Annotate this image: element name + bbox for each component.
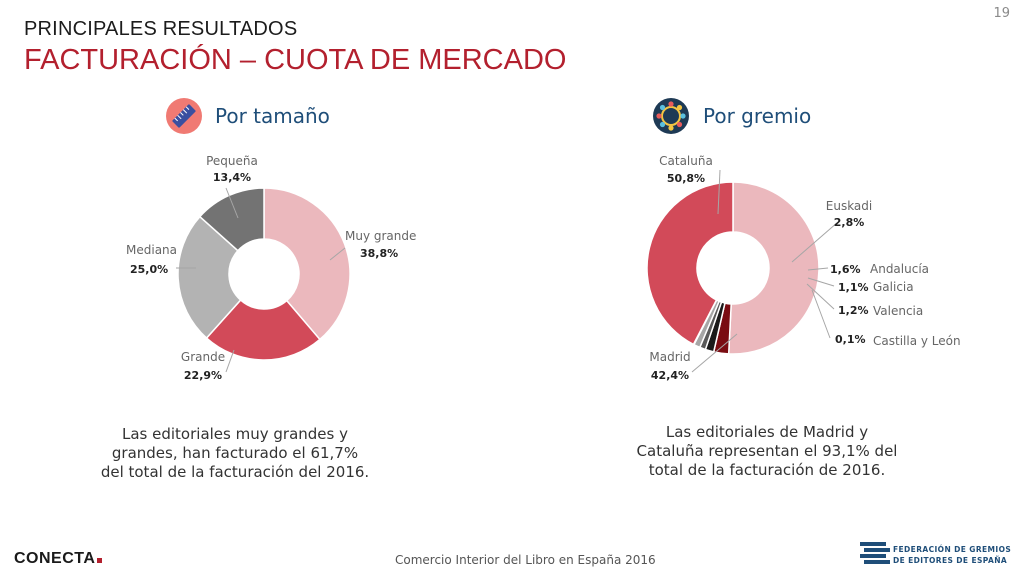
section-title-guild: Por gremio: [703, 104, 812, 128]
page-subtitle: PRINCIPALES RESULTADOS: [24, 18, 298, 40]
slice-pequeña: [198, 187, 265, 252]
slice-madrid: [646, 181, 734, 346]
value-castilla-leon: 0,1%: [835, 333, 866, 346]
federation-logo-text: FEDERACIÓN DE GREMIOS DE EDITORES DE ESP…: [893, 544, 1011, 566]
people-circle-icon: [653, 98, 689, 134]
section-title-size: Por tamaño: [215, 104, 330, 128]
page-number: 19: [993, 6, 1010, 21]
federation-line-2: DE EDITORES DE ESPAÑA: [893, 556, 1008, 565]
value-andalucia: 1,6%: [830, 263, 861, 276]
conecta-logo-text: CONECTA: [14, 550, 96, 567]
leader-line-2-7: [691, 333, 738, 373]
leader-line-1-2: [225, 187, 239, 219]
label-pequena: Pequeña: [206, 154, 258, 168]
value-mediana: 25,0%: [130, 263, 168, 276]
slice-grande: [205, 298, 321, 361]
label-madrid: Madrid: [649, 350, 690, 364]
label-valencia: Valencia: [873, 304, 923, 318]
label-andalucia: Andalucía: [870, 262, 929, 276]
leader-line-2-1: [717, 169, 721, 215]
leader-line-2-5: [806, 283, 835, 310]
value-muy-grande: 38,8%: [360, 247, 398, 260]
donut-chart-1: [176, 187, 351, 373]
caption-size: Las editoriales muy grandes y grandes, h…: [100, 425, 370, 481]
leader-line-2-3: [807, 267, 829, 271]
label-castilla-leon: Castilla y León: [873, 334, 961, 348]
label-muy-grande: Muy grande: [345, 229, 416, 243]
label-cataluna: Cataluña: [659, 154, 713, 168]
federation-line-1: FEDERACIÓN DE GREMIOS: [893, 545, 1012, 554]
page-title: FACTURACIÓN – CUOTA DE MERCADO: [24, 44, 567, 76]
label-euskadi: Euskadi: [826, 199, 872, 213]
leader-line-1-1: [329, 247, 346, 261]
value-pequena: 13,4%: [213, 171, 251, 184]
conecta-logo: CONECTA: [14, 550, 103, 568]
footer-text: Comercio Interior del Libro en España 20…: [395, 553, 656, 567]
label-mediana: Mediana: [126, 243, 177, 257]
leader-line-2-6: [811, 289, 831, 339]
value-cataluna: 50,8%: [667, 172, 705, 185]
slice-mediana: [177, 215, 242, 340]
value-galicia: 1,1%: [838, 281, 869, 294]
label-galicia: Galicia: [873, 280, 914, 294]
leader-line-2-4: [807, 277, 835, 287]
leader-line-1-4: [225, 349, 235, 373]
label-grande: Grande: [181, 350, 225, 364]
slice-muy-grande: [263, 187, 351, 341]
value-grande: 22,9%: [184, 369, 222, 382]
value-madrid: 42,4%: [651, 369, 689, 382]
federation-logo: [860, 541, 1020, 567]
value-valencia: 1,2%: [838, 304, 869, 317]
leader-line-2-2: [791, 221, 839, 263]
value-euskadi: 2,8%: [834, 216, 865, 229]
ruler-icon: [166, 98, 202, 134]
donut-chart-2: [646, 169, 839, 373]
caption-guild: Las editoriales de Madrid y Cataluña rep…: [636, 423, 898, 479]
slice-cataluña: [727, 181, 820, 355]
